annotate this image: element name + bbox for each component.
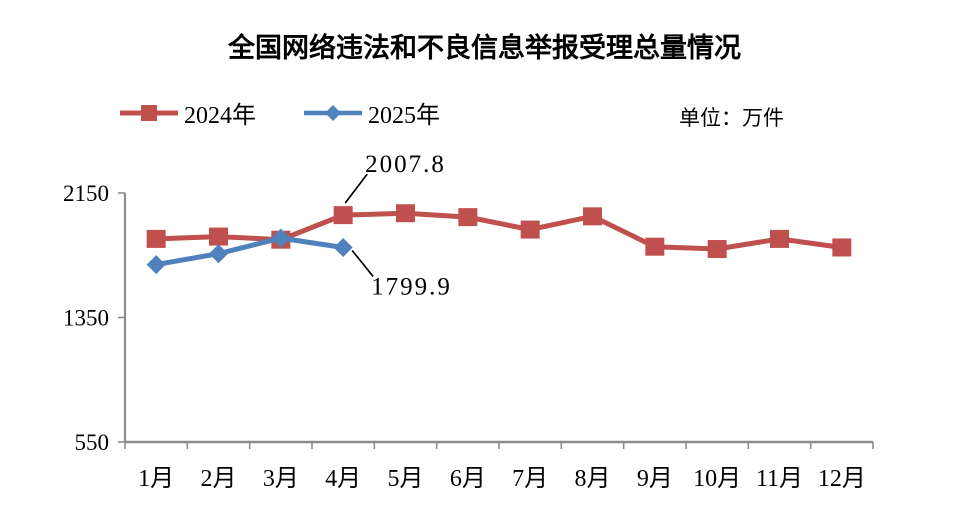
legend-swatch-2024-icon [120,104,178,121]
annotation-label: 1799.9 [371,273,452,300]
annotation-label: 2007.8 [365,151,446,178]
data-point-marker [583,207,602,226]
y-axis-label: 1350 [63,306,109,331]
data-point-marker [209,227,228,246]
x-axis-label: 1月 [138,466,174,492]
annotation-leader-line [344,173,368,204]
x-axis-label: 2月 [201,466,237,492]
data-point-marker [396,204,415,223]
data-point-marker [333,206,353,225]
unit-label: 单位：万件 [679,107,784,130]
legend-swatch-2025-icon [304,104,362,121]
x-axis-label: 3月 [263,466,299,492]
legend-item-2025: 2025年 [302,95,440,130]
x-axis-label: 6月 [450,466,486,492]
data-point-marker [645,237,665,256]
legend-item-2024: 2024年 [118,95,256,130]
data-point-marker [707,240,727,259]
data-point-marker [520,220,540,239]
data-point-marker [146,229,166,248]
data-point-marker [209,244,228,264]
x-axis-label: 7月 [512,466,548,492]
y-axis-label: 550 [75,430,110,455]
legend: 2024年 2025年 [118,95,486,130]
x-axis-label: 4月 [325,466,361,492]
legend-label-2025: 2025年 [368,103,440,129]
data-point-marker [458,208,478,227]
data-point-marker [832,238,852,257]
series-line-2025 [153,235,346,268]
annotation-leader-line [351,249,374,278]
y-axis-label: 2150 [63,181,109,206]
x-axis-label: 8月 [575,466,611,492]
x-axis-label: 9月 [637,466,673,492]
legend-label-2024: 2024年 [184,103,256,129]
data-point-marker [146,255,166,275]
x-axis-label: 11月 [756,466,803,492]
data-point-marker [770,229,789,248]
x-axis-label: 5月 [388,466,424,492]
x-axis-label: 12月 [818,466,866,492]
x-axis-label: 10月 [693,466,741,492]
data-point-marker [333,237,353,257]
data-point-marker [271,228,291,248]
chart-title: 全国网络违法和不良信息举报受理总量情况 [228,33,741,63]
